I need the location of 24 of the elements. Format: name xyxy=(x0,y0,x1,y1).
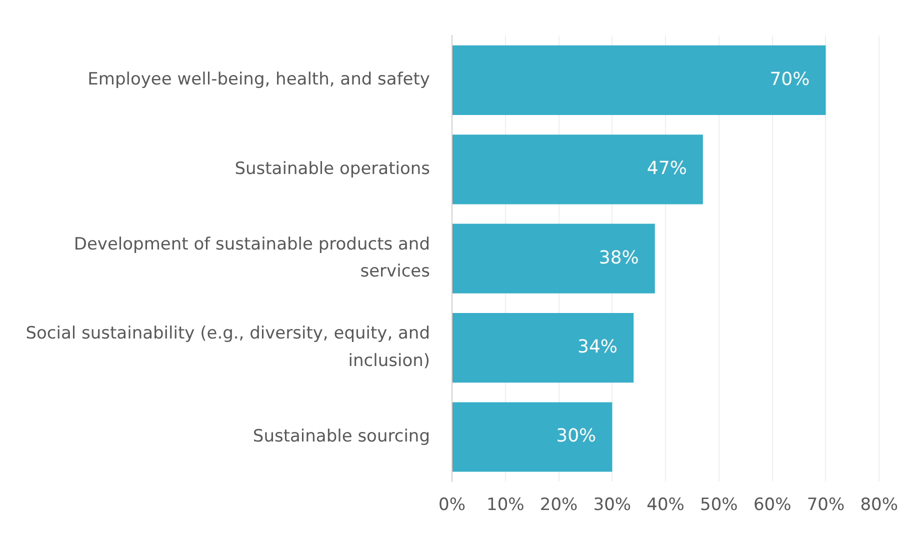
y-tick-label: Social sustainability (e.g., diversity, equity, and inclusion) xyxy=(26,324,430,371)
y-tick-label: Employee well-being, health, and safety xyxy=(88,70,430,90)
x-tick-label: 50% xyxy=(700,495,738,516)
x-tick-label: 80% xyxy=(860,495,898,516)
data-label: 47% xyxy=(646,158,687,180)
bar xyxy=(452,224,655,294)
x-tick-label: 70% xyxy=(806,495,845,516)
data-label: 34% xyxy=(578,336,618,358)
x-tick-label: 30% xyxy=(593,495,632,516)
x-tick-label: 40% xyxy=(646,495,684,516)
x-tick-label: 60% xyxy=(753,495,792,516)
bar xyxy=(452,134,703,204)
data-label: 38% xyxy=(598,247,639,268)
y-tick-label: Sustainable sourcing xyxy=(252,426,430,446)
x-tick-label: 20% xyxy=(540,495,578,516)
y-tick-label: Sustainable operations xyxy=(234,158,430,179)
bar xyxy=(452,45,826,115)
bar xyxy=(452,313,634,383)
data-label: 70% xyxy=(770,68,810,90)
data-label: 30% xyxy=(556,426,596,447)
x-tick-label: 0% xyxy=(438,495,466,516)
y-tick-label: Development of sustainable products and services xyxy=(74,234,430,282)
x-tick-label: 10% xyxy=(486,495,524,516)
bar xyxy=(452,402,612,472)
